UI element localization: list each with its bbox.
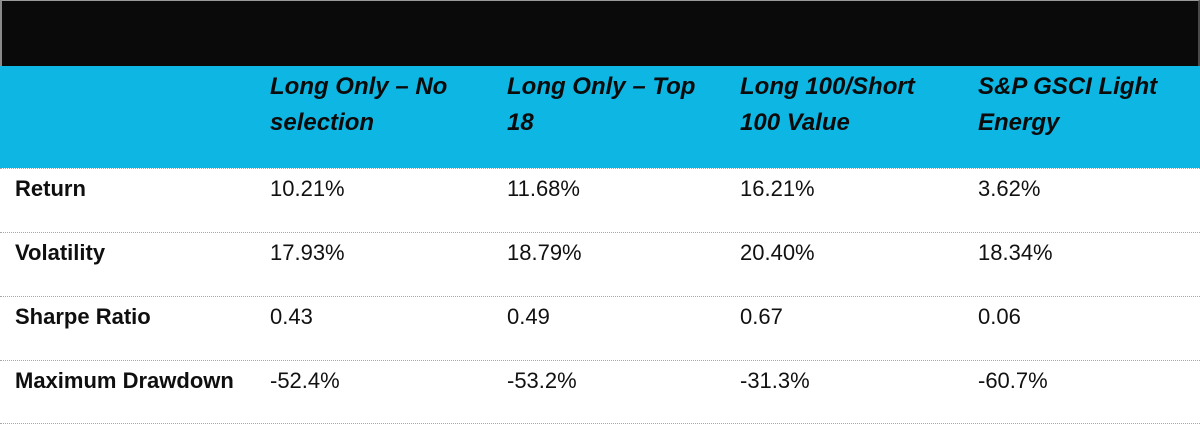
header-line: S&P GSCI Light	[978, 73, 1158, 100]
value-cell: 20.40%	[740, 240, 815, 265]
value-cell: 18.34%	[978, 240, 1053, 265]
value-cell: 18.79%	[507, 240, 582, 265]
value-cell: 3.62%	[978, 176, 1041, 201]
table-row-sharpe-ratio: Sharpe Ratio 0.43 0.49 0.67 0.06	[0, 296, 1200, 360]
value-cell: -60.7%	[978, 368, 1048, 393]
value-cell: -31.3%	[740, 368, 810, 393]
header-cell-empty	[0, 66, 255, 168]
value-cell: 0.49	[507, 304, 550, 329]
header-line: 100 Value	[740, 109, 850, 136]
table-row-maximum-drawdown: Maximum Drawdown -52.4% -53.2% -31.3% -6…	[0, 360, 1200, 424]
table-row-return: Return 10.21% 11.68% 16.21% 3.62%	[0, 168, 1200, 232]
row-label: Volatility	[15, 240, 106, 265]
value-cell: 0.06	[978, 304, 1021, 329]
header-cell-long-only-top-18: Long Only – Top 18	[492, 66, 725, 168]
value-cell: 0.67	[740, 304, 783, 329]
value-cell: 17.93%	[270, 240, 345, 265]
table-title-bar	[0, 0, 1200, 66]
row-label: Sharpe Ratio	[15, 304, 151, 329]
header-line: Energy	[978, 109, 1060, 136]
header-cell-sp-gsci-light-energy: S&P GSCI Light Energy	[963, 66, 1200, 168]
header-line: selection	[270, 109, 375, 136]
header-line: 18	[507, 109, 534, 136]
header-cell-long-100-short-100-value: Long 100/Short 100 Value	[725, 66, 963, 168]
value-cell: -52.4%	[270, 368, 340, 393]
value-cell: 10.21%	[270, 176, 345, 201]
value-cell: 11.68%	[507, 176, 580, 201]
value-cell: 0.43	[270, 304, 313, 329]
header-line: Long 100/Short	[740, 73, 915, 100]
header-line: Long Only – Top	[507, 73, 696, 100]
value-cell: -53.2%	[507, 368, 577, 393]
value-cell: 16.21%	[740, 176, 815, 201]
table-row-volatility: Volatility 17.93% 18.79% 20.40% 18.34%	[0, 232, 1200, 296]
header-line: Long Only – No	[270, 73, 448, 100]
row-label: Return	[15, 176, 86, 201]
header-cell-long-only-no-selection: Long Only – No selection	[255, 66, 492, 168]
table-header-row: Long Only – No selection Long Only – Top…	[0, 66, 1200, 168]
row-label: Maximum Drawdown	[15, 368, 234, 393]
